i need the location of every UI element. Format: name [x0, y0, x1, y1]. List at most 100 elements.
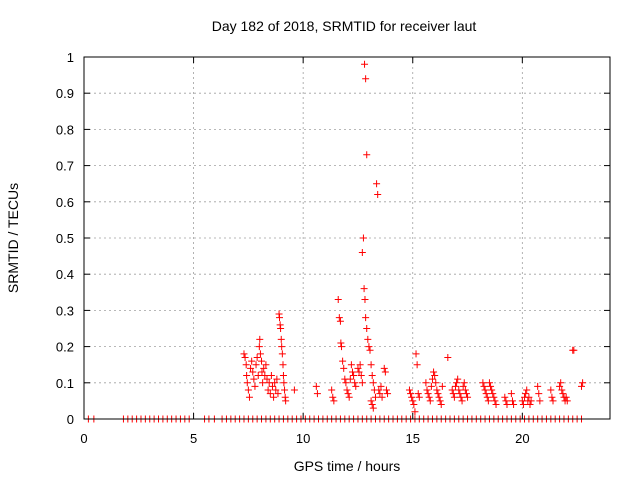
data-point-marker	[450, 393, 458, 401]
data-point-marker	[261, 372, 269, 380]
data-point-marker	[336, 317, 344, 325]
data-point-marker	[503, 401, 511, 409]
data-point-marker	[451, 382, 459, 390]
data-point-marker	[377, 382, 385, 390]
x-tick-label: 15	[406, 431, 420, 446]
chart-title: Day 182 of 2018, SRMTID for receiver lau…	[212, 18, 477, 34]
data-point-marker	[278, 343, 286, 351]
x-tick-label: 5	[190, 431, 197, 446]
data-point-marker	[256, 335, 264, 343]
data-point-marker	[275, 314, 283, 322]
y-tick-label: 0.8	[56, 122, 74, 137]
data-point-marker	[338, 343, 346, 351]
data-point-marker	[264, 386, 272, 394]
data-point-marker	[243, 372, 251, 380]
data-point-marker	[507, 390, 515, 398]
data-point-marker	[526, 401, 534, 409]
data-point-marker	[277, 335, 285, 343]
data-point-marker	[247, 364, 255, 372]
y-tick-label: 0.1	[56, 376, 74, 391]
data-point-marker	[339, 357, 347, 365]
data-point-marker	[426, 397, 434, 405]
data-point-marker	[364, 335, 372, 343]
data-point-marker	[277, 325, 285, 332]
data-point-marker	[361, 60, 369, 68]
data-point-marker	[380, 364, 388, 372]
data-point-marker	[281, 386, 289, 394]
data-point-marker	[415, 393, 423, 401]
data-point-marker	[244, 386, 252, 394]
data-point-marker	[424, 390, 432, 398]
data-point-marker	[548, 393, 556, 401]
data-point-marker	[428, 375, 436, 383]
data-point-marker	[367, 361, 375, 369]
data-point-marker	[558, 386, 566, 394]
data-point-marker	[427, 382, 435, 390]
data-point-marker	[334, 296, 342, 304]
data-point-marker	[256, 350, 264, 358]
data-point-marker	[430, 368, 438, 376]
data-point-marker	[434, 390, 442, 398]
tick-labels: 00.10.20.30.40.50.60.70.80.910 5 10 15 20	[56, 50, 530, 446]
data-point-marker	[279, 361, 287, 369]
data-point-marker	[358, 248, 366, 256]
data-point-marker	[457, 393, 465, 401]
data-point-marker	[455, 386, 463, 394]
data-point-marker	[351, 379, 359, 387]
data-point-marker	[423, 386, 431, 394]
data-point-marker	[412, 350, 420, 358]
data-point-marker	[557, 379, 565, 387]
data-point-marker	[368, 372, 376, 380]
data-point-marker	[407, 390, 415, 398]
data-point-marker	[266, 390, 274, 398]
data-point-marker	[279, 372, 287, 380]
data-point-marker	[432, 379, 440, 387]
data-point-marker	[436, 397, 444, 405]
data-point-marker	[559, 390, 567, 398]
data-point-marker	[337, 339, 345, 347]
data-point-marker	[378, 393, 386, 401]
data-point-marker	[267, 372, 275, 380]
data-point-marker	[350, 372, 358, 380]
y-tick-label: 0.9	[56, 86, 74, 101]
data-point-marker	[352, 382, 360, 390]
data-point-marker	[260, 364, 268, 372]
data-point-marker	[458, 397, 466, 405]
data-point-marker	[278, 350, 286, 358]
data-point-marker	[382, 386, 390, 394]
data-point-marker	[357, 372, 365, 380]
y-tick-label: 0.7	[56, 159, 74, 174]
data-point-marker	[456, 390, 464, 398]
data-point-marker	[492, 401, 500, 409]
data-point-marker	[482, 390, 490, 398]
data-point-marker	[243, 379, 251, 387]
data-point-marker	[570, 346, 578, 354]
data-point-marker	[249, 368, 257, 376]
data-point-marker	[433, 386, 441, 394]
data-point-marker	[578, 382, 586, 390]
data-point-marker	[508, 397, 516, 405]
data-point-marker	[501, 393, 509, 401]
data-point-marker	[268, 382, 276, 390]
data-point-marker	[422, 379, 430, 387]
data-point-marker	[270, 393, 278, 401]
data-point-marker	[373, 180, 381, 188]
x-tick-label: 0	[80, 431, 87, 446]
data-point-marker	[329, 393, 337, 401]
data-point-marker	[502, 397, 510, 405]
data-point-marker	[274, 390, 282, 398]
data-point-marker	[534, 382, 542, 390]
data-point-marker	[444, 353, 452, 361]
data-point-marker	[259, 379, 267, 387]
data-point-marker	[459, 382, 467, 390]
data-point-marker	[263, 375, 271, 383]
data-point-marker	[435, 393, 443, 401]
data-point-marker	[454, 375, 462, 383]
data-point-marker	[448, 386, 456, 394]
data-point-marker	[510, 401, 518, 409]
data-point-marker	[346, 375, 354, 383]
data-point-marker	[355, 368, 363, 376]
data-point-marker	[348, 368, 356, 376]
data-point-marker	[481, 386, 489, 394]
